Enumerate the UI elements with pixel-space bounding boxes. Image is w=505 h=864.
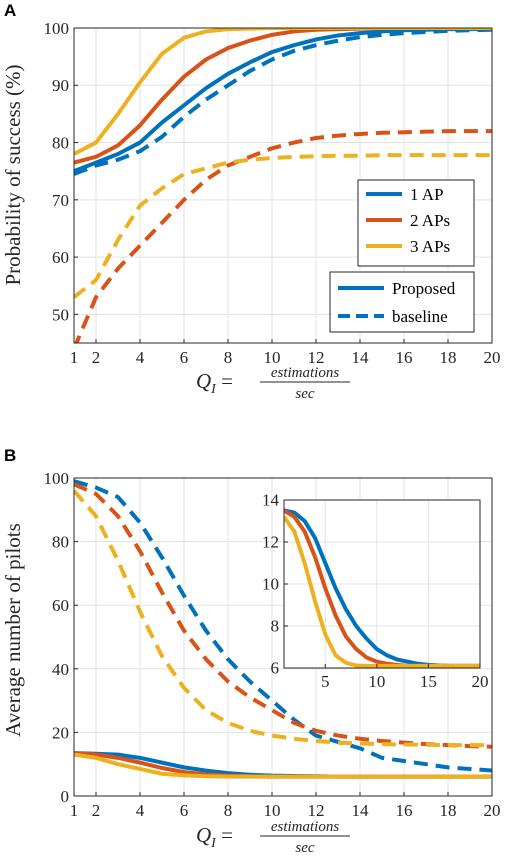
y-tick-label: 80 [52, 133, 69, 152]
series-line-2-aps-baseline [74, 129, 492, 343]
y-tick-label: 70 [52, 191, 69, 210]
panel-a-legend-styles: Proposed baseline [329, 271, 475, 333]
series-line-2-aps-baseline [74, 482, 492, 749]
panel-a-axes-frame [73, 27, 493, 344]
panel-a-plot-area [74, 28, 492, 343]
panel-b-y-axis-label: Average number of pilots [1, 523, 25, 737]
legend-styles-box [329, 271, 475, 333]
y-tick-label: 8 [271, 617, 280, 636]
x-tick-label: 1 [70, 801, 79, 820]
legend-label-1ap: 1 AP [410, 185, 444, 204]
x-tick-label: 6 [180, 801, 189, 820]
series-line-1-ap-baseline [74, 479, 492, 773]
x-tick-label: 10 [264, 348, 281, 367]
y-tick-label: 90 [52, 76, 69, 95]
legend-label-baseline: baseline [392, 307, 448, 326]
panel-b-inset-chart: 5 10 15 20 6 8 10 12 14 [262, 491, 489, 691]
panel-a-ticks: 1 2 4 6 8 10 12 14 16 18 20 50 60 70 80 90 100 [44, 19, 501, 367]
series-line-3-aps [74, 752, 492, 779]
y-tick-label: 20 [52, 723, 69, 742]
panel-b-x-label-numerator: estimations [271, 819, 339, 835]
legend-label-proposed: Proposed [392, 279, 456, 298]
x-tick-label: 8 [224, 801, 233, 820]
panel-a-letter: A [4, 1, 16, 20]
series-line-2-aps [74, 28, 492, 165]
x-tick-label: 1 [70, 348, 79, 367]
series-line-3-aps-baseline [74, 153, 492, 299]
panel-a-legend-colors: 1 AP 2 APs 3 APs [357, 179, 475, 267]
x-tick-label: 6 [180, 348, 189, 367]
series-line-1-ap [74, 751, 492, 779]
x-tick-label: 14 [352, 348, 370, 367]
y-tick-label: 14 [262, 491, 280, 510]
y-tick-label: 60 [52, 248, 69, 267]
x-tick-label: 4 [136, 801, 145, 820]
inset-plot-area [284, 508, 480, 668]
x-tick-label: 18 [440, 801, 457, 820]
legend-label-3aps: 3 APs [410, 237, 450, 256]
panel-b-x-label-denominator: sec [295, 840, 314, 856]
x-tick-label: 2 [92, 348, 101, 367]
series-line-1-ap [74, 28, 492, 174]
y-tick-label: 50 [52, 305, 69, 324]
panel-a-x-label-denominator: sec [295, 386, 314, 402]
y-tick-label: 60 [52, 596, 69, 615]
x-tick-label: 20 [472, 672, 489, 691]
series-line-3-aps [284, 515, 480, 668]
x-tick-label: 16 [396, 348, 413, 367]
x-tick-label: 12 [308, 801, 325, 820]
x-tick-label: 10 [264, 801, 281, 820]
series-line-3-aps-baseline [74, 489, 492, 748]
x-tick-label: 20 [484, 348, 501, 367]
x-tick-label: 18 [440, 348, 457, 367]
x-tick-label: 16 [396, 801, 413, 820]
y-tick-label: 10 [262, 575, 279, 594]
panel-b-x-axis-label: QI = [196, 823, 233, 851]
panel-a-x-label-numerator: estimations [271, 365, 339, 381]
y-tick-label: 100 [44, 19, 70, 38]
x-tick-label: 2 [92, 801, 101, 820]
legend-label-2aps: 2 APs [410, 211, 450, 230]
series-line-1-ap-baseline [74, 28, 492, 176]
x-tick-label: 10 [368, 672, 385, 691]
x-tick-label: 12 [308, 348, 325, 367]
x-tick-label: 4 [136, 348, 145, 367]
x-tick-label: 14 [352, 801, 370, 820]
panel-b-plot-area [74, 479, 492, 779]
panel-a-y-axis-label: Probability of success (%) [1, 64, 25, 285]
y-tick-label: 0 [61, 787, 70, 806]
panel-b-chart: B Average number of pilots 1 2 4 6 8 10 12 14 16… [1, 446, 501, 856]
y-tick-label: 6 [271, 659, 280, 678]
x-tick-label: 20 [484, 801, 501, 820]
panel-a-chart: A Probability of success (%) 1 2 4 6 8 10 12 14… [1, 1, 501, 402]
panel-b-letter: B [4, 446, 16, 465]
y-tick-label: 80 [52, 533, 69, 552]
panel-b-axes-frame [73, 477, 493, 797]
y-tick-label: 12 [262, 533, 279, 552]
series-line-3-aps [74, 28, 492, 156]
x-tick-label: 15 [420, 672, 437, 691]
panel-a-x-axis-label: QI = [196, 369, 233, 397]
x-tick-label: 5 [321, 672, 330, 691]
y-tick-label: 40 [52, 660, 69, 679]
x-tick-label: 8 [224, 348, 233, 367]
inset-ticks: 5 10 15 20 6 8 10 12 14 [262, 491, 489, 691]
y-tick-label: 100 [44, 469, 70, 488]
